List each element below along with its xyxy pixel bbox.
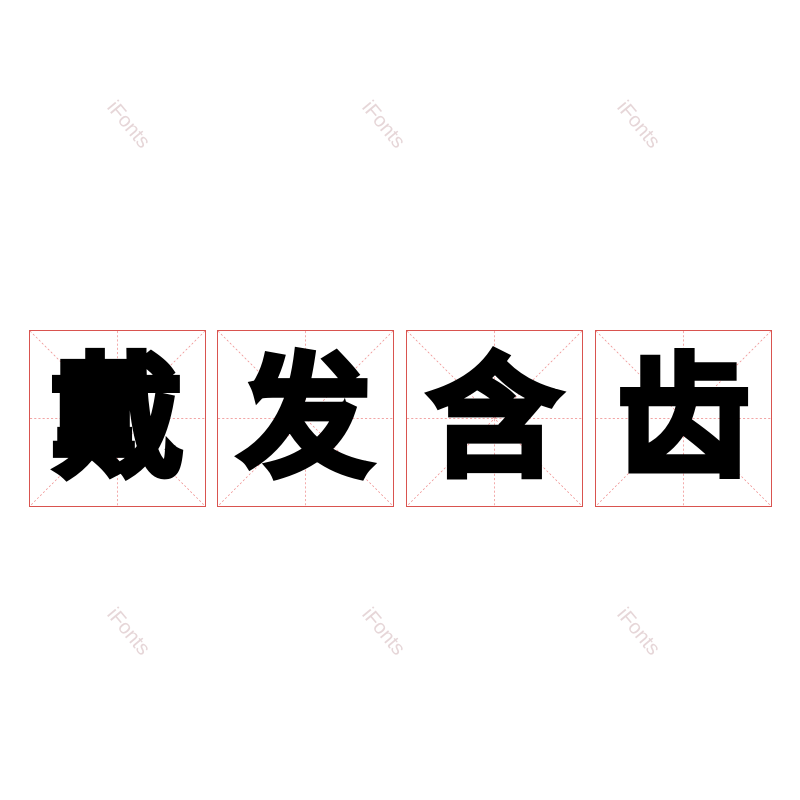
watermark: iFonts (612, 603, 665, 660)
character-glyph: 戴 (49, 341, 187, 496)
grid-guides (30, 331, 205, 506)
mi-grid-box: 含 (406, 330, 583, 507)
mi-grid-box: 发 (217, 330, 394, 507)
mi-grid-box: 齿 (595, 330, 772, 507)
character-glyph: 齿 (615, 341, 753, 496)
grid-guides (407, 331, 582, 506)
watermark: iFonts (357, 603, 410, 660)
watermark: iFonts (102, 603, 155, 660)
character-glyph: 含 (426, 341, 564, 496)
watermark: iFonts (357, 96, 410, 153)
watermark: iFonts (102, 96, 155, 153)
character-glyph: 发 (237, 341, 375, 496)
grid-guides (596, 331, 771, 506)
grid-guides (218, 331, 393, 506)
watermark: iFonts (612, 96, 665, 153)
mi-grid-box: 戴 (29, 330, 206, 507)
